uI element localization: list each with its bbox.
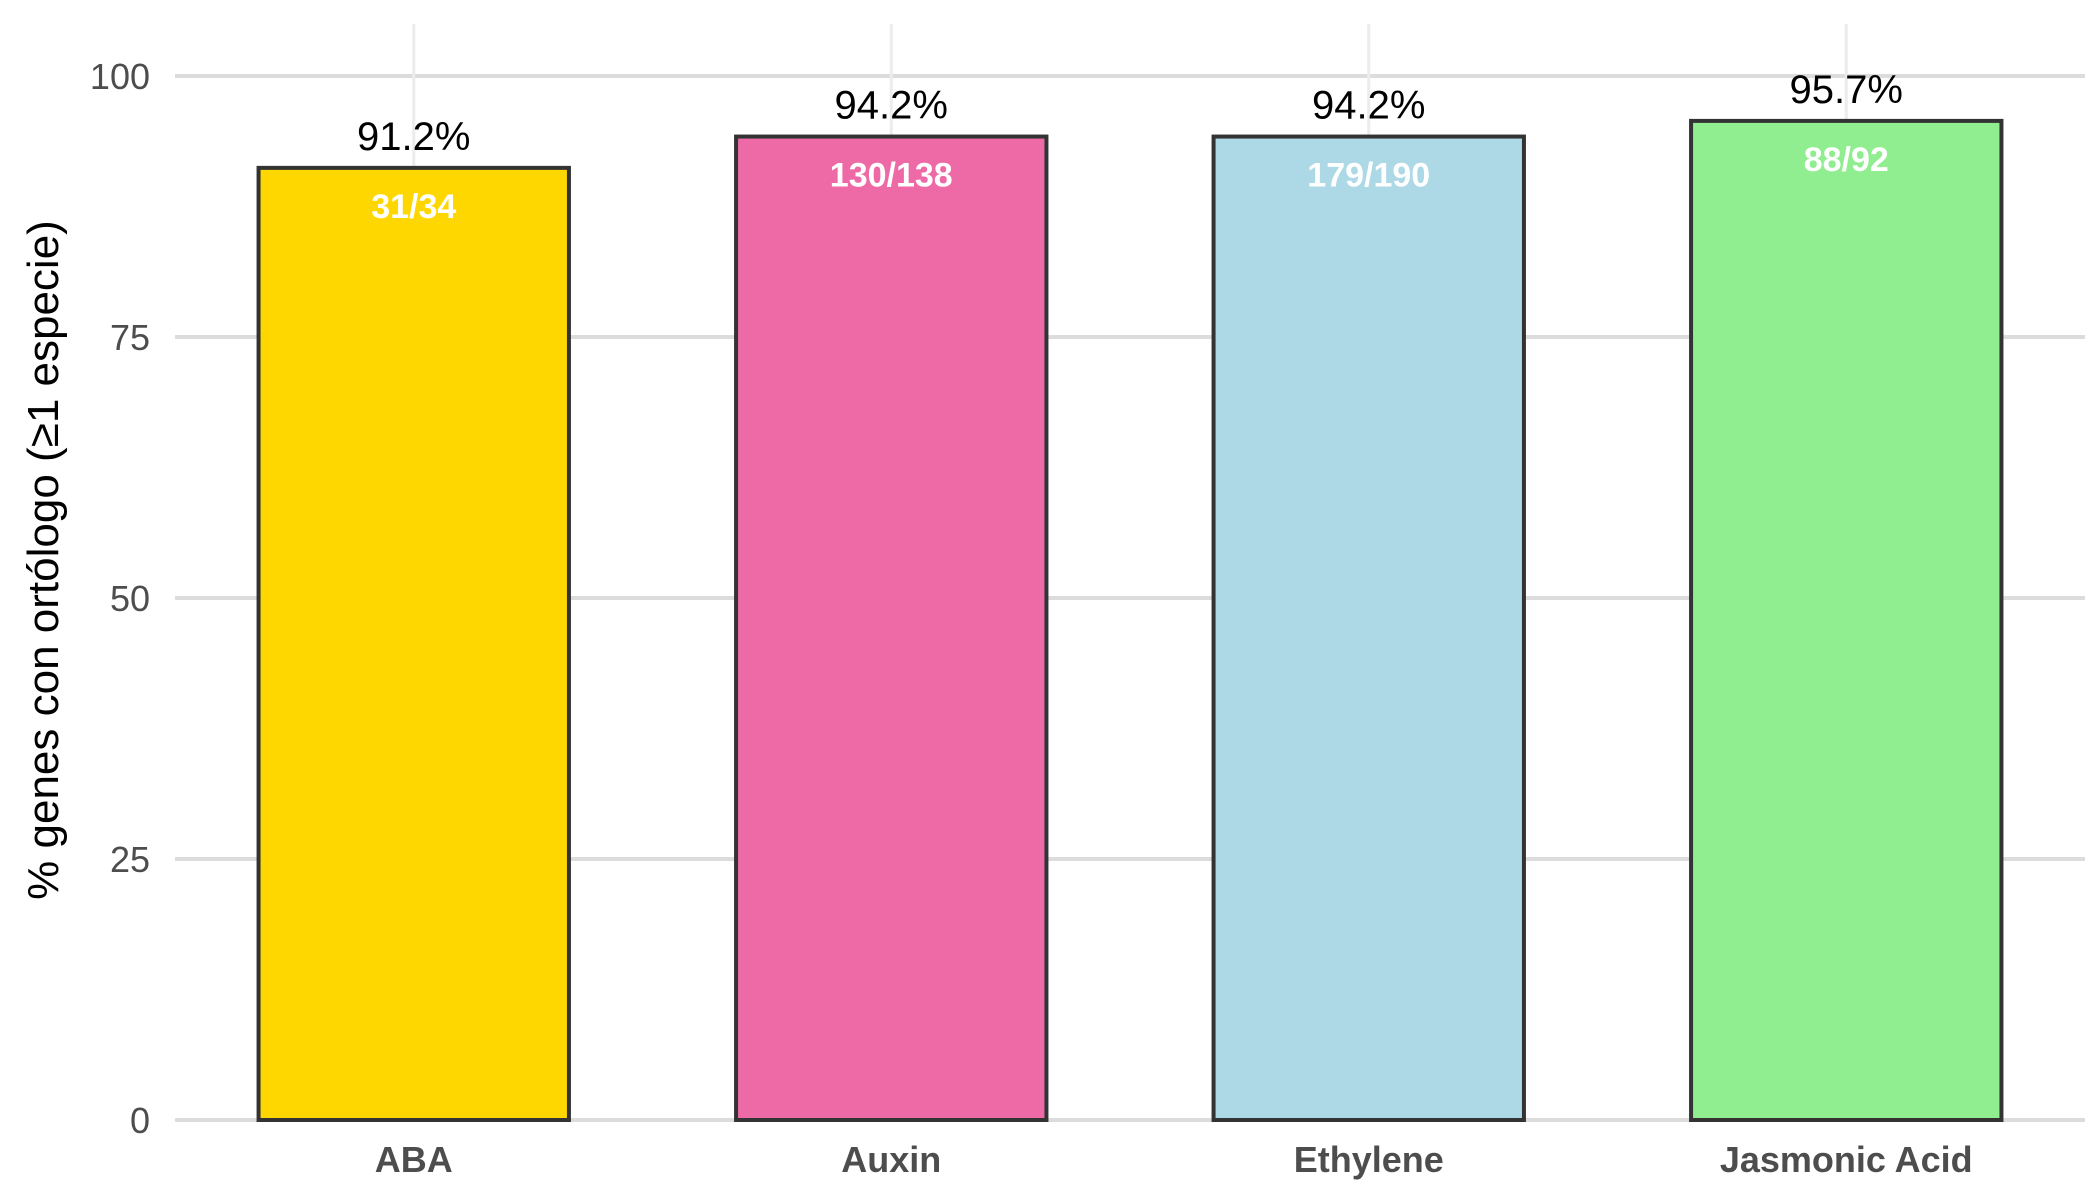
y-tick-label: 75 (110, 317, 150, 358)
bar-aba (256, 165, 571, 1122)
y-tick-label: 0 (130, 1100, 150, 1141)
bar-labels: 91.2% 31/34 94.2% 130/138 94.2% 179/190 95.7% 8… (357, 68, 1903, 226)
count-label: 179/190 (1307, 157, 1430, 195)
x-tick-label: Ethylene (1294, 1139, 1444, 1180)
y-tick-label: 25 (110, 839, 150, 880)
value-label: 91.2% (357, 115, 470, 159)
count-label: 31/34 (371, 188, 456, 226)
bars (256, 118, 2004, 1122)
bar-auxin (734, 134, 1049, 1122)
x-tick-label: ABA (375, 1139, 453, 1180)
bar-jasmonic-acid (1689, 118, 2004, 1122)
bar-ethylene (1211, 134, 1526, 1122)
value-label: 94.2% (1312, 84, 1425, 128)
y-tick-label: 100 (90, 56, 150, 97)
count-label: 130/138 (830, 157, 953, 195)
y-axis: 0 25 50 75 100 (90, 56, 150, 1141)
y-tick-label: 50 (110, 578, 150, 619)
count-label: 88/92 (1804, 141, 1889, 179)
x-tick-label: Jasmonic Acid (1720, 1139, 1973, 1180)
x-tick-label: Auxin (841, 1139, 941, 1180)
y-axis-title: % genes con ortólogo (≥1 especie) (19, 220, 68, 900)
value-label: 94.2% (835, 84, 948, 128)
value-label: 95.7% (1790, 68, 1903, 112)
x-axis: ABA Auxin Ethylene Jasmonic Acid (375, 1139, 1973, 1180)
